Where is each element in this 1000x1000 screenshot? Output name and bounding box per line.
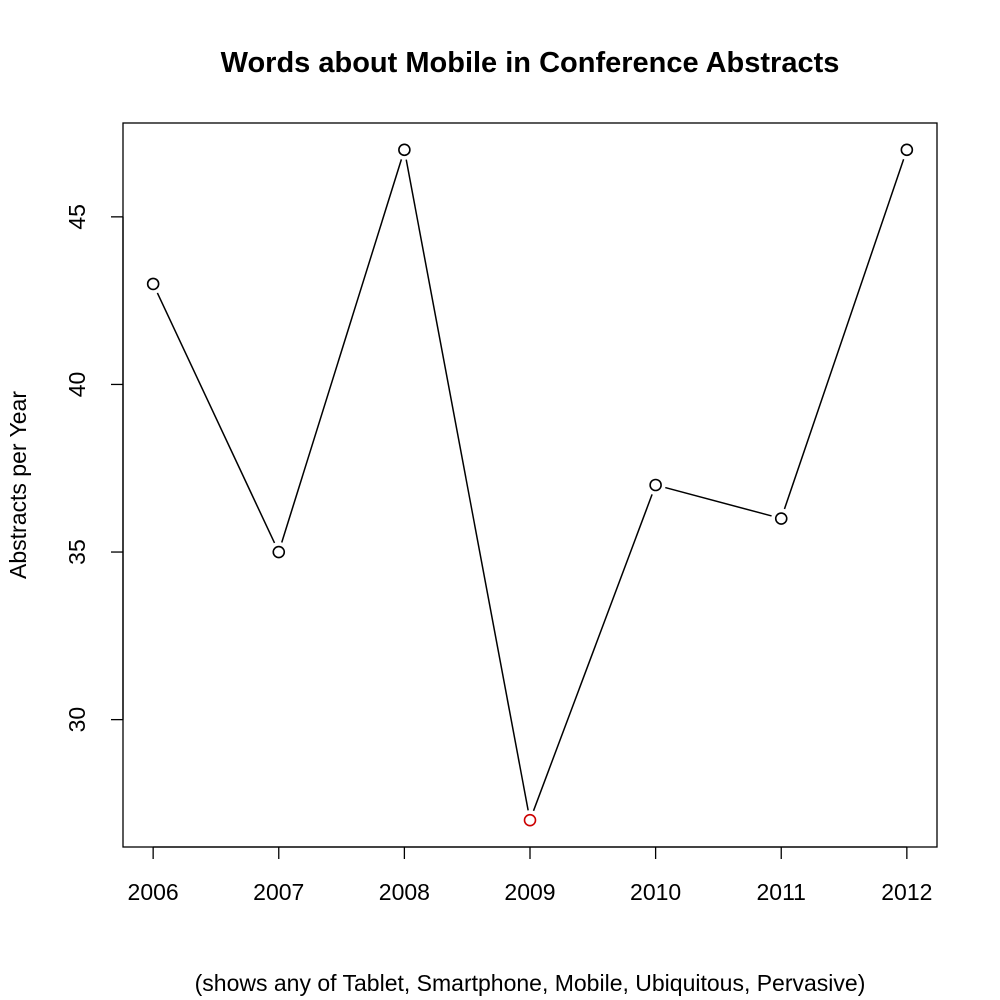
series-segment xyxy=(156,292,276,544)
x-tick-label: 2011 xyxy=(757,879,806,905)
y-tick-label: 30 xyxy=(64,707,90,733)
data-point xyxy=(146,277,160,291)
data-point xyxy=(398,143,411,157)
series-segment xyxy=(405,159,529,811)
y-tick-label: 40 xyxy=(64,372,90,398)
data-points xyxy=(146,143,914,827)
series-segment xyxy=(281,159,403,543)
series-segment xyxy=(783,159,905,510)
y-axis: 30 35 40 45 xyxy=(64,204,124,733)
data-point xyxy=(649,478,662,492)
x-tick-label: 2008 xyxy=(379,879,430,905)
x-tick-label: 2006 xyxy=(128,879,179,905)
x-axis: 2006 2007 2008 2009 2010 2011 2012 xyxy=(128,846,932,905)
chart-title: Words about Mobile in Conference Abstrac… xyxy=(221,47,840,79)
x-axis-label: (shows any of Tablet, Smartphone, Mobile… xyxy=(195,970,866,996)
y-axis-label: Abstracts per Year xyxy=(5,391,31,579)
x-tick-label: 2010 xyxy=(630,879,681,905)
x-tick-label: 2007 xyxy=(253,879,304,905)
y-tick-label: 35 xyxy=(64,539,90,565)
data-point-highlighted xyxy=(523,813,537,827)
x-tick-label: 2009 xyxy=(504,879,555,905)
y-tick-label: 45 xyxy=(64,204,90,230)
series-segment xyxy=(665,486,772,517)
plot-frame xyxy=(122,122,938,848)
series-segment xyxy=(532,494,653,812)
data-point xyxy=(774,512,788,525)
data-point xyxy=(900,143,914,157)
data-point xyxy=(272,545,286,559)
x-tick-label: 2012 xyxy=(881,879,932,905)
series-line xyxy=(156,159,905,812)
